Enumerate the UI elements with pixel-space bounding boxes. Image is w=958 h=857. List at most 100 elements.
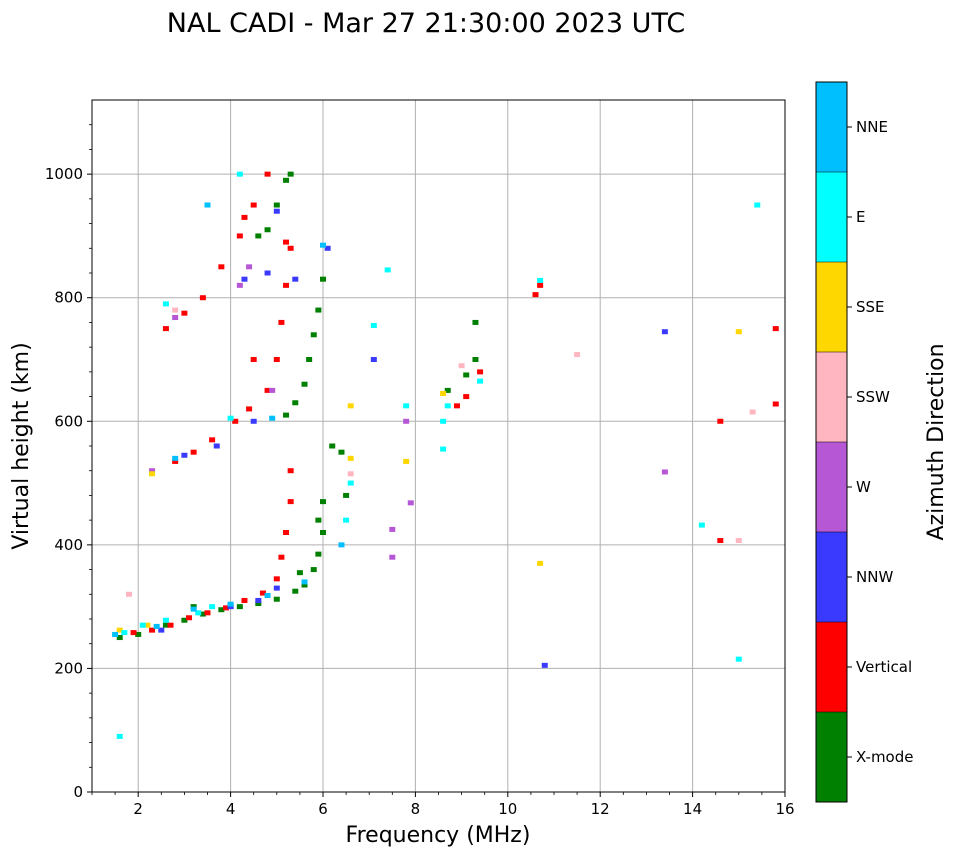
y-axis-label: Virtual height (km) bbox=[9, 342, 34, 549]
point-ssw bbox=[347, 471, 354, 477]
point-vertical bbox=[287, 468, 294, 474]
point-vertical bbox=[532, 292, 539, 298]
point-x-mode bbox=[310, 567, 317, 573]
point-vertical bbox=[222, 605, 229, 611]
point-w bbox=[403, 418, 410, 424]
point-nnw bbox=[661, 329, 668, 335]
point-w bbox=[236, 282, 243, 288]
point-vertical bbox=[236, 233, 243, 239]
point-vertical bbox=[172, 458, 179, 464]
point-sse bbox=[149, 471, 156, 477]
point-e bbox=[477, 378, 484, 384]
point-x-mode bbox=[329, 443, 336, 449]
point-e bbox=[227, 415, 234, 421]
point-vertical bbox=[209, 437, 216, 443]
point-vertical bbox=[717, 538, 724, 544]
point-w bbox=[246, 264, 253, 270]
colorbar-segment-nnw bbox=[816, 532, 847, 622]
data-points bbox=[112, 171, 779, 739]
point-sse bbox=[116, 627, 123, 633]
point-x-mode bbox=[292, 400, 299, 406]
point-sse bbox=[735, 329, 742, 335]
chart-title: NAL CADI - Mar 27 21:30:00 2023 UTC bbox=[167, 8, 685, 39]
point-vertical bbox=[477, 369, 484, 375]
point-e bbox=[444, 403, 451, 409]
point-vertical bbox=[287, 499, 294, 505]
point-vertical bbox=[717, 418, 724, 424]
point-nnw bbox=[273, 585, 280, 591]
point-x-mode bbox=[343, 492, 350, 498]
colorbar-segment-x-mode bbox=[816, 712, 847, 802]
x-axis-ticks: 2 4 6 8 10 12 14 16 bbox=[91, 792, 795, 818]
point-vertical bbox=[453, 403, 460, 409]
colorbar-label: NNW bbox=[856, 568, 893, 586]
point-nnw bbox=[241, 276, 248, 282]
point-x-mode bbox=[283, 177, 290, 183]
point-e bbox=[116, 733, 123, 739]
point-x-mode bbox=[255, 601, 262, 607]
point-e bbox=[209, 604, 216, 610]
point-vertical bbox=[246, 406, 253, 412]
point-nne bbox=[112, 631, 119, 637]
point-vertical bbox=[278, 554, 285, 560]
point-e bbox=[754, 202, 761, 208]
point-x-mode bbox=[463, 372, 470, 378]
point-e bbox=[440, 418, 447, 424]
point-nne bbox=[172, 455, 179, 461]
point-nnw bbox=[158, 627, 165, 633]
point-x-mode bbox=[472, 319, 479, 325]
point-w bbox=[389, 554, 396, 560]
point-vertical bbox=[283, 530, 290, 535]
point-vertical bbox=[186, 615, 193, 621]
colorbar-label: Vertical bbox=[856, 658, 912, 676]
point-nnw bbox=[541, 662, 548, 668]
point-vertical bbox=[149, 627, 156, 633]
point-x-mode bbox=[320, 530, 326, 535]
colorbar-segment-e bbox=[816, 172, 847, 262]
point-x-mode bbox=[444, 387, 451, 393]
point-x-mode bbox=[287, 171, 294, 177]
point-vertical bbox=[232, 418, 239, 424]
y-tick-label: 0 bbox=[73, 783, 83, 801]
point-vertical bbox=[130, 630, 137, 636]
point-w bbox=[661, 469, 668, 475]
x-tick-label: 10 bbox=[498, 800, 517, 818]
point-vertical bbox=[772, 401, 779, 407]
point-ssw bbox=[735, 538, 742, 544]
point-nnw bbox=[292, 276, 299, 282]
point-ssw bbox=[172, 307, 179, 313]
point-e bbox=[403, 403, 410, 409]
point-sse bbox=[347, 455, 354, 461]
y-tick-label: 200 bbox=[54, 659, 83, 677]
point-vertical bbox=[259, 590, 266, 596]
point-x-mode bbox=[135, 631, 142, 637]
point-vertical bbox=[167, 622, 174, 628]
y-tick-label: 800 bbox=[54, 289, 83, 307]
point-vertical bbox=[273, 357, 280, 362]
point-x-mode bbox=[320, 499, 326, 505]
point-x-mode bbox=[264, 227, 271, 233]
colorbar-title: Azimuth Direction bbox=[924, 343, 949, 540]
point-nne bbox=[264, 593, 271, 599]
colorbar-label: SSW bbox=[856, 388, 890, 406]
point-vertical bbox=[287, 245, 294, 251]
point-vertical bbox=[278, 319, 285, 325]
point-w bbox=[407, 500, 414, 506]
point-vertical bbox=[204, 610, 211, 616]
point-vertical bbox=[190, 449, 197, 455]
point-x-mode bbox=[320, 276, 326, 282]
point-vertical bbox=[283, 239, 290, 245]
point-w bbox=[389, 526, 396, 532]
x-tick-label: 6 bbox=[318, 800, 328, 818]
point-vertical bbox=[199, 295, 206, 301]
point-e bbox=[384, 267, 391, 273]
colorbar-segment-w bbox=[816, 442, 847, 532]
point-x-mode bbox=[306, 357, 313, 362]
point-vertical bbox=[772, 326, 779, 332]
grid bbox=[92, 100, 785, 792]
point-nne bbox=[301, 579, 308, 585]
point-nne bbox=[320, 242, 326, 248]
plot-frame bbox=[91, 99, 786, 793]
colorbar-segment-vertical bbox=[816, 622, 847, 712]
